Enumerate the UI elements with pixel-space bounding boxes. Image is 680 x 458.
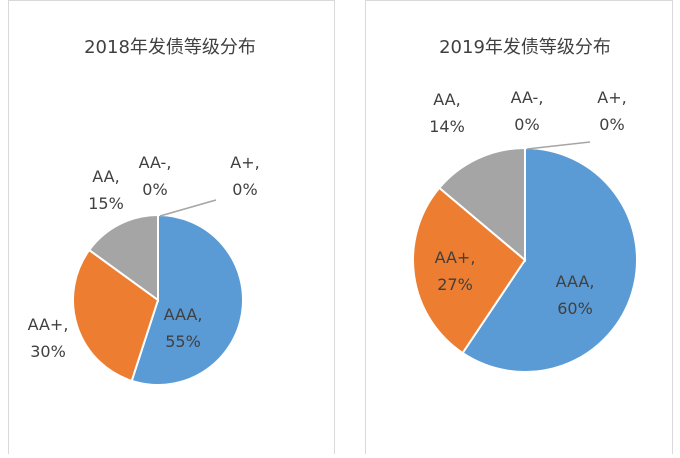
data-label: A+, 0%	[597, 88, 626, 134]
label-value: 30%	[30, 342, 66, 361]
label-value: 14%	[429, 117, 465, 136]
label-category: AA-	[511, 88, 539, 107]
data-label: A+, 0%	[230, 153, 259, 199]
data-label: AA+, 30%	[28, 315, 69, 361]
chart-title: 2018年发债等级分布	[84, 37, 256, 58]
label-separator: ,	[470, 248, 475, 267]
label-value: 0%	[142, 180, 167, 199]
label-category: AA	[92, 167, 114, 186]
label-separator: ,	[456, 90, 461, 109]
label-value: 27%	[437, 275, 473, 294]
leader-line	[159, 199, 217, 217]
chart-title: 2019年发债等级分布	[439, 37, 611, 58]
label-value: 55%	[165, 332, 201, 351]
label-separator: ,	[538, 88, 543, 107]
label-category: A+	[230, 153, 254, 172]
label-category: A+	[597, 88, 621, 107]
label-category: AA	[433, 90, 455, 109]
label-separator: ,	[63, 315, 68, 334]
label-separator: ,	[255, 153, 260, 172]
label-category: AA-	[139, 153, 167, 172]
data-label: AAA, 60%	[556, 272, 595, 318]
leader-line	[526, 141, 591, 150]
label-separator: ,	[589, 272, 594, 291]
pie-slice	[87, 213, 159, 302]
label-separator: ,	[115, 167, 120, 186]
pie-slice	[72, 248, 160, 383]
label-category: AA+	[435, 248, 471, 267]
pie-slice	[412, 186, 527, 355]
pie-slice	[130, 213, 244, 386]
label-value: 60%	[557, 299, 593, 318]
data-label: AA, 14%	[429, 90, 465, 136]
pie-slice	[437, 146, 526, 263]
label-category: AAA	[556, 272, 590, 291]
data-label: AA, 15%	[88, 167, 124, 213]
data-label: AA+, 27%	[435, 248, 476, 294]
data-label: AA-, 0%	[139, 153, 172, 199]
label-separator: ,	[166, 153, 171, 172]
label-category: AAA	[164, 305, 198, 324]
pie-slice	[461, 146, 638, 373]
data-label: AAA, 55%	[164, 305, 203, 351]
label-value: 15%	[88, 194, 124, 213]
label-value: 0%	[232, 180, 257, 199]
label-separator: ,	[622, 88, 627, 107]
label-separator: ,	[197, 305, 202, 324]
label-value: 0%	[514, 115, 539, 134]
data-label: AA-, 0%	[511, 88, 544, 134]
label-category: AA+	[28, 315, 64, 334]
label-value: 0%	[599, 115, 624, 134]
